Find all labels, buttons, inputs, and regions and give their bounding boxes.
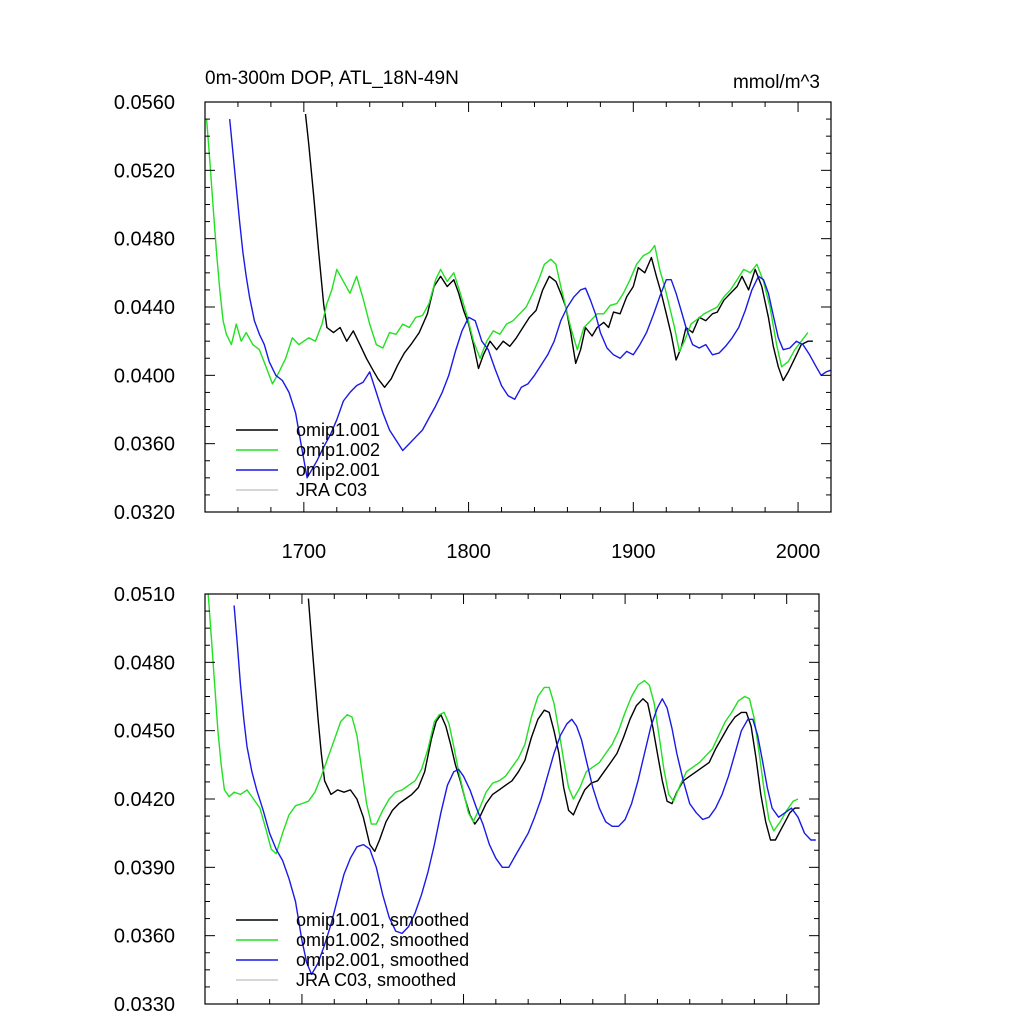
legend-label: omip2.001 bbox=[296, 460, 380, 480]
y-tick-label: 0.0480 bbox=[114, 229, 175, 251]
y-tick-label: 0.0400 bbox=[114, 365, 175, 387]
x-tick-label: 1800 bbox=[446, 541, 491, 563]
series-group bbox=[207, 594, 816, 976]
y-tick-label: 0.0510 bbox=[114, 584, 175, 606]
y-tick-label: 0.0360 bbox=[114, 434, 175, 456]
y-tick-label: 0.0420 bbox=[114, 789, 175, 811]
legend-label: omip2.001, smoothed bbox=[296, 950, 469, 970]
chart-title: 0m-300m DOP, ATL_18N-49N bbox=[205, 68, 459, 89]
top-panel: 0.0320 0.0360 0.0400 0.0440 0.0480 0.0520 0.05… bbox=[114, 68, 832, 563]
series-line-omip1-002-smoothed bbox=[207, 594, 799, 855]
legend-label: omip1.001, smoothed bbox=[296, 910, 469, 930]
y-tick-label: 0.0360 bbox=[114, 926, 175, 948]
bottom-panel: 0.0330 0.0360 0.0390 0.0420 0.0450 0.0480 0.05… bbox=[114, 584, 820, 1016]
y-tick-label: 0.0390 bbox=[114, 857, 175, 879]
units-label: mmol/m^3 bbox=[733, 72, 820, 93]
series-line-omip2-001-smoothed bbox=[233, 605, 816, 976]
x-tick-label: 2000 bbox=[776, 541, 821, 563]
series-line-omip1-001-smoothed bbox=[307, 598, 800, 853]
y-tick-label: 0.0480 bbox=[114, 652, 175, 674]
x-tick-label: 1700 bbox=[282, 541, 327, 563]
legend-label: omip1.002, smoothed bbox=[296, 930, 469, 950]
legend-label: omip1.001 bbox=[296, 420, 380, 440]
series-group bbox=[205, 113, 831, 479]
series-line-omip1-001 bbox=[304, 113, 813, 388]
x-tick-label: 1900 bbox=[611, 541, 656, 563]
y-tick-label: 0.0320 bbox=[114, 502, 175, 524]
legend-label: JRA C03, smoothed bbox=[296, 970, 456, 990]
y-tick-label: 0.0330 bbox=[114, 994, 175, 1016]
y-tick-label: 0.0440 bbox=[114, 297, 175, 319]
series-line-omip2-001 bbox=[229, 119, 831, 479]
y-tick-label: 0.0560 bbox=[114, 92, 175, 114]
y-tick-label: 0.0450 bbox=[114, 721, 175, 743]
legend-label: JRA C03 bbox=[296, 480, 367, 500]
series-line-omip1-002 bbox=[205, 119, 809, 385]
y-tick-label: 0.0520 bbox=[114, 160, 175, 182]
legend-label: omip1.002 bbox=[296, 440, 380, 460]
